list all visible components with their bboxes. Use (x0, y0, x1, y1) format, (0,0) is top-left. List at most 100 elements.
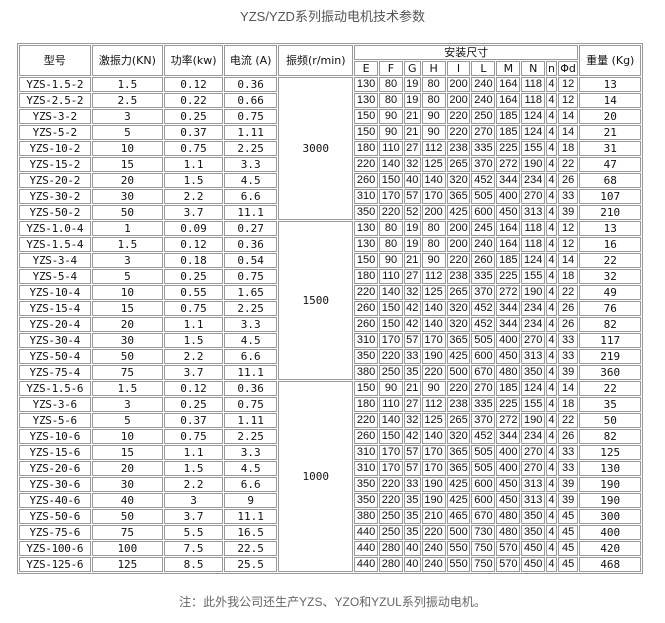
dim-cell-n: 4 (546, 237, 557, 252)
weight-cell: 13 (579, 221, 641, 236)
table-row: YZS-10-6 10 0.75 2.25 260 150 42 140 320 452 344 23… (19, 429, 641, 444)
dim-cell-Φd: 45 (557, 557, 579, 572)
dim-cell-E: 130 (354, 77, 379, 92)
header-dim-1: F (379, 61, 403, 76)
dim-cell-Φd: 12 (557, 221, 579, 236)
model-cell: YZS-20-4 (19, 317, 91, 332)
dim-cell-N: 118 (521, 93, 546, 108)
dim-cell-Φd: 22 (557, 157, 579, 172)
table-row: YZS-1.5-2 1.5 0.12 0.36 3000 130 80 19 80 200 240 1… (19, 77, 641, 220)
power-cell: 0.12 (164, 381, 223, 396)
dim-cell-E: 440 (354, 541, 379, 556)
weight-cell: 68 (579, 173, 641, 188)
dim-cell-E: 130 (354, 221, 379, 236)
current-cell: 25.5 (223, 557, 278, 572)
power-cell: 2.2 (164, 477, 223, 492)
table-row: YZS-20-4 20 1.1 3.3 260 150 42 140 320 452 344 234 4… (19, 317, 641, 332)
table-body: YZS-1.5-2 1.5 0.12 0.36 3000 130 80 19 80 200 240 1… (19, 77, 641, 572)
dim-cell-M: 185 (496, 381, 521, 396)
dim-cell-E: 380 (354, 509, 379, 524)
dim-cell-H: 190 (421, 349, 446, 364)
dim-cell-n: 4 (546, 509, 557, 524)
dim-cell-M: 450 (496, 349, 521, 364)
dim-cell-L: 505 (471, 333, 496, 348)
dim-cell-N: 118 (521, 237, 546, 252)
current-cell: 16.5 (223, 525, 278, 540)
model-cell: YZS-15-6 (19, 445, 91, 460)
dim-cell-F: 80 (379, 93, 403, 108)
dim-cell-L: 505 (471, 445, 496, 460)
dim-cell-F: 90 (379, 381, 403, 396)
power-cell: 1.5 (164, 173, 223, 188)
dim-cell-n: 4 (546, 301, 557, 316)
dim-cell-M: 164 (496, 237, 521, 252)
dim-cell-L: 452 (471, 429, 496, 444)
dim-cell-N: 190 (521, 413, 546, 428)
force-cell: 15 (91, 157, 164, 172)
dim-cell-F: 110 (379, 269, 403, 284)
dim-cell-L: 370 (471, 413, 496, 428)
model-cell: YZS-15-4 (19, 301, 91, 316)
dim-cell-G: 21 (403, 109, 421, 124)
dim-cell-G: 42 (403, 301, 421, 316)
dim-cell-n: 4 (546, 477, 557, 492)
dim-cell-G: 42 (403, 317, 421, 332)
dim-cell-G: 57 (403, 189, 421, 204)
header-power: 功率(kw) (164, 45, 223, 76)
dim-cell-I: 220 (446, 253, 471, 268)
dim-cell-I: 365 (446, 461, 471, 476)
dim-cell-H: 220 (421, 365, 446, 380)
dim-cell-N: 350 (521, 525, 546, 540)
table-row: YZS-50-6 50 3.7 11.1 380 250 35 210 465 670 480 350… (19, 509, 641, 524)
dim-cell-I: 320 (446, 173, 471, 188)
dim-cell-I: 220 (446, 109, 471, 124)
dim-cell-G: 21 (403, 381, 421, 396)
model-cell: YZS-20-2 (19, 173, 91, 188)
dim-cell-H: 200 (421, 205, 446, 220)
table-row: YZS-3-6 3 0.25 0.75 180 110 27 112 238 335 225 155 4… (19, 397, 641, 412)
dim-cell-E: 150 (354, 109, 379, 124)
model-cell: YZS-1.5-4 (19, 237, 91, 252)
dim-cell-G: 35 (403, 525, 421, 540)
dim-cell-F: 150 (379, 429, 403, 444)
dim-cell-N: 313 (521, 477, 546, 492)
current-cell: 0.75 (223, 397, 278, 412)
force-cell: 20 (91, 173, 164, 188)
dim-cell-M: 344 (496, 301, 521, 316)
model-cell: YZS-50-4 (19, 349, 91, 364)
current-cell: 11.1 (223, 365, 278, 380)
dim-cell-H: 80 (421, 221, 446, 236)
dim-cell-H: 90 (421, 381, 446, 396)
model-cell: YZS-10-4 (19, 285, 91, 300)
dim-cell-I: 265 (446, 413, 471, 428)
header-weight: 重量 (Kg) (579, 45, 641, 76)
power-cell: 3.7 (164, 205, 223, 220)
dim-cell-E: 440 (354, 557, 379, 572)
model-cell: YZS-50-6 (19, 509, 91, 524)
table-row: YZS-15-2 15 1.1 3.3 220 140 32 125 265 370 272 190 4… (19, 157, 641, 172)
current-cell: 4.5 (223, 461, 278, 476)
dim-cell-M: 225 (496, 269, 521, 284)
dim-cell-N: 124 (521, 109, 546, 124)
force-cell: 20 (91, 461, 164, 476)
force-cell: 50 (91, 205, 164, 220)
dim-cell-n: 4 (546, 461, 557, 476)
power-cell: 8.5 (164, 557, 223, 572)
frequency-cell: 3000 (278, 77, 354, 220)
dim-cell-M: 185 (496, 253, 521, 268)
dim-cell-n: 4 (546, 397, 557, 412)
dim-cell-F: 250 (379, 365, 403, 380)
weight-cell: 21 (579, 125, 641, 140)
dim-cell-M: 344 (496, 317, 521, 332)
page-title: YZS/YZD系列振动电机技术参数 (240, 9, 425, 24)
dim-cell-G: 35 (403, 493, 421, 508)
dim-cell-N: 234 (521, 173, 546, 188)
table-row: YZS-30-6 30 2.2 6.6 350 220 33 190 425 600 450 313 4… (19, 477, 641, 492)
force-cell: 125 (91, 557, 164, 572)
dim-cell-E: 310 (354, 461, 379, 476)
dim-cell-L: 600 (471, 493, 496, 508)
dim-cell-I: 265 (446, 285, 471, 300)
dim-cell-Φd: 26 (557, 173, 579, 188)
dim-cell-I: 200 (446, 237, 471, 252)
dim-cell-n: 4 (546, 333, 557, 348)
